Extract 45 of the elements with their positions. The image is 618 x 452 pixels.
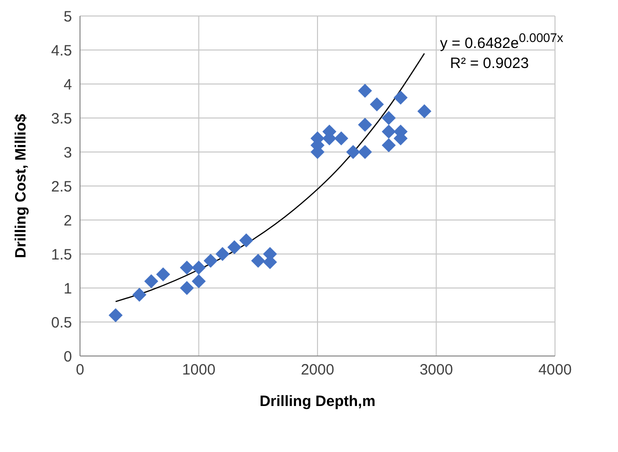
point [108,308,123,322]
point [370,97,384,112]
point [358,84,372,98]
point [239,233,254,248]
annotation: y = 0.6482e$^{0.0007x}$ [440,30,564,54]
point [358,145,372,159]
x-tick-label: 1000 [182,362,216,379]
x-axis-title: Drilling Depth,m [260,393,376,410]
x-tick-label: 0 [76,362,84,379]
point [144,274,158,288]
y-tick-label: 0 [64,348,72,366]
point [358,118,372,132]
x-tick-label: 2000 [300,362,334,379]
point [382,111,396,125]
x-tick-label: 4000 [538,362,572,379]
point [192,260,206,275]
y-tick-label: 1 [64,280,72,298]
y-tick-label: 5 [64,8,72,26]
y-tick-label: 4 [64,76,72,94]
point [334,131,348,146]
point [346,145,360,159]
y-tick-label: 3.5 [51,110,72,128]
y-tick-label: 3 [64,144,72,162]
point [132,288,146,302]
point [180,281,194,295]
point [382,138,396,152]
y-axis-title: Drilling Cost, Millio$ [12,113,30,258]
y-tick-label: 2.5 [51,178,72,196]
y-tick-label: 2 [64,212,72,230]
point [156,267,170,282]
y-tick-label: 4.5 [51,42,72,60]
point [227,240,242,254]
x-tick-label: 3000 [420,362,453,379]
point [251,254,266,268]
point [382,124,396,139]
point [216,247,230,261]
point [180,260,194,275]
y-tick-label: 0.5 [51,314,72,332]
point [204,254,218,268]
point [417,104,432,118]
line-series [115,52,425,302]
y-tick-label: 1.5 [51,246,72,264]
annotation: R² = 0.9023 [449,54,530,74]
point [394,90,408,105]
point [192,274,206,288]
